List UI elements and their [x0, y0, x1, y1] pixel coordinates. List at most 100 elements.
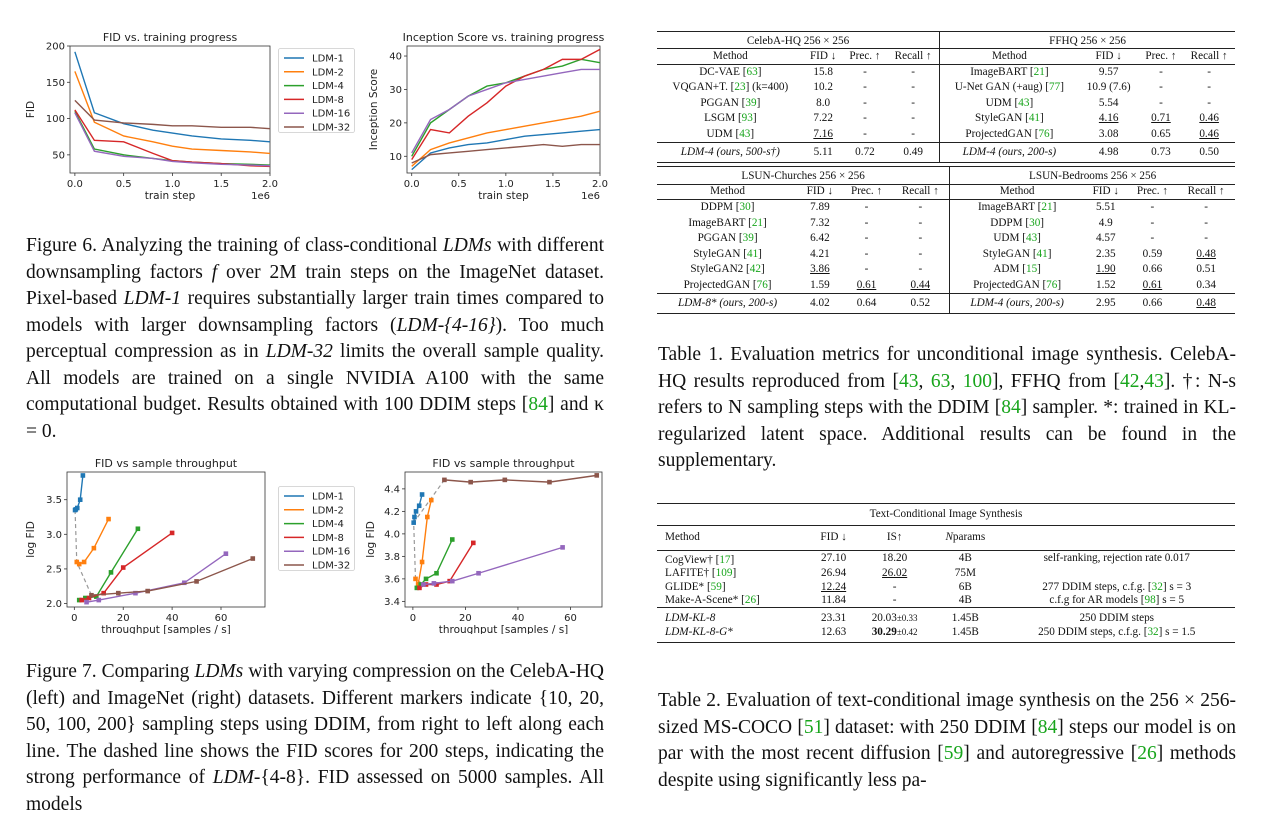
table-cell: -	[892, 594, 897, 607]
citation-link[interactable]: 23	[734, 81, 746, 94]
citation-link[interactable]: 32	[1147, 625, 1159, 638]
citation-link[interactable]: 63	[930, 370, 951, 392]
citation-link[interactable]: 84	[1037, 716, 1058, 738]
citation-link[interactable]: 41	[1028, 112, 1040, 125]
table-cell: 0.61	[1142, 278, 1163, 291]
citation-link[interactable]: 43	[1025, 232, 1038, 245]
citation-link[interactable]: 41	[746, 247, 759, 260]
table-cell: 0.50	[1199, 145, 1219, 158]
table-cell: 4.21	[810, 247, 830, 260]
table-cell: -	[892, 580, 897, 593]
y-tick-label: 200	[46, 42, 65, 53]
legend-entry: LDM-32	[312, 123, 350, 134]
citation-link[interactable]: 39	[742, 232, 754, 245]
table-row: LSGM [93] 7.22 - - StyleGAN [41] 4.16 0.71 0.46	[657, 111, 1235, 127]
chart-title: FID vs. training progress	[103, 31, 238, 44]
table-cell: c.f.g for AR models [98] s = 5	[1049, 594, 1185, 607]
table-cell: 18.20	[882, 552, 908, 565]
legend-entry: LDM-16	[312, 109, 350, 120]
x-tick-label: 60	[215, 613, 228, 624]
series-line-ldm-32	[444, 474, 597, 483]
citation-link[interactable]: 21	[751, 216, 763, 229]
data-point	[74, 505, 80, 511]
citation-link[interactable]: 26	[744, 594, 757, 607]
citation-link[interactable]: 98	[1144, 594, 1156, 607]
citation-link[interactable]: 76	[1038, 127, 1050, 140]
table-cell: 0.64	[856, 296, 877, 309]
legend-fig6: LDM-1 LDM-2 LDM-4 LDM-8 LDM-16 LDM-32	[278, 48, 355, 134]
citation-link[interactable]: 100	[962, 370, 992, 392]
citation-link[interactable]: 59	[943, 743, 964, 764]
citation-link[interactable]: 42	[1119, 370, 1140, 392]
table-cell: DDPM [30]	[949, 215, 1085, 232]
citation-link[interactable]: 43	[1018, 96, 1030, 109]
citation-link[interactable]: 17	[719, 553, 731, 566]
table-cell: U-Net GAN (+aug) [77]	[939, 80, 1079, 96]
data-point	[547, 479, 552, 485]
table-cell: LDM-KL-8-G*	[665, 625, 733, 638]
figure7-caption: Figure 7. Comparing LDMs with varying co…	[26, 661, 604, 815]
citation-link[interactable]: 93	[741, 112, 753, 125]
citation-link[interactable]: 77	[1049, 81, 1061, 94]
citation-link[interactable]: 21	[1033, 65, 1045, 78]
x-tick-label: 2.0	[262, 179, 278, 190]
citation-link[interactable]: 84	[1001, 397, 1021, 418]
data-point	[76, 597, 82, 603]
table-cell: 20.03±0.33	[857, 607, 933, 626]
series-line-ldm-2	[76, 518, 110, 565]
citation-link[interactable]: 43	[1144, 370, 1164, 392]
citation-link[interactable]: 30	[739, 201, 751, 214]
citation-link[interactable]: 43	[739, 127, 751, 140]
table-cell: StyleGAN [41]	[939, 111, 1079, 127]
table-cell: 4.9	[1098, 216, 1113, 229]
figure6-label: Figure 6.	[26, 235, 98, 256]
citation-link[interactable]: 63	[746, 65, 758, 78]
table-cell: 0.52	[910, 296, 931, 309]
citation-link[interactable]: 42	[749, 263, 761, 276]
citation-link[interactable]: 26	[1137, 743, 1157, 764]
table-cell: -	[1150, 232, 1155, 245]
citation-link[interactable]: 21	[1041, 201, 1053, 214]
table-cell: -	[1204, 232, 1209, 245]
x-tick-label: 1.0	[164, 179, 180, 190]
data-point	[108, 570, 114, 575]
table-cell: 26.02	[882, 567, 908, 580]
legend-box	[278, 486, 355, 571]
table-cell: Make-A-Scene* [26]	[665, 594, 760, 607]
citation-link[interactable]: 109	[715, 567, 733, 580]
data-point	[106, 516, 111, 522]
citation-link[interactable]: 15	[1025, 263, 1038, 276]
x-tick-label: 0.0	[67, 179, 83, 190]
citation-link[interactable]: 43	[899, 370, 919, 392]
data-point	[414, 585, 420, 591]
table-cell: 0.44	[910, 278, 931, 291]
table-cell: -	[918, 247, 923, 260]
table-cell: -	[863, 96, 867, 109]
citation-link[interactable]: 76	[756, 278, 768, 291]
table-cell: -	[1159, 65, 1163, 78]
citation-link[interactable]: 59	[710, 580, 722, 593]
table-cell: -	[1204, 201, 1209, 214]
chart-title: FID vs sample throughput	[432, 457, 575, 470]
table-row: LAFITE† [109] 26.94 26.02 75M	[657, 567, 1235, 580]
table-cell: LDM-8* (ours, 200-s)	[677, 296, 778, 309]
table-cell: -	[1207, 65, 1211, 78]
citation-link[interactable]: 51	[803, 716, 824, 738]
citation-link[interactable]: 84	[528, 394, 548, 415]
table-cell: 0.46	[1199, 127, 1219, 140]
table2-caption: Table 2. Evaluation of text-conditional …	[658, 690, 1237, 791]
chart-title: Inception Score vs. training progress	[403, 31, 605, 44]
table-cell: 277 DDIM steps, c.f.g. [32] s = 3	[1042, 580, 1192, 593]
citation-link[interactable]: 41	[1036, 247, 1048, 260]
citation-link[interactable]: 76	[1046, 278, 1058, 291]
citation-link[interactable]: 39	[745, 96, 757, 109]
table-cell: -	[911, 81, 916, 94]
table-cell: 5.51	[1095, 201, 1116, 214]
citation-link[interactable]: 30	[1029, 216, 1041, 229]
citation-link[interactable]: 32	[1151, 580, 1163, 593]
data-point	[416, 503, 422, 509]
table-cell: 4.02	[810, 296, 830, 309]
x-axis-label: throughput [samples / s]	[439, 624, 569, 634]
data-point	[74, 559, 80, 565]
data-point	[81, 559, 87, 565]
